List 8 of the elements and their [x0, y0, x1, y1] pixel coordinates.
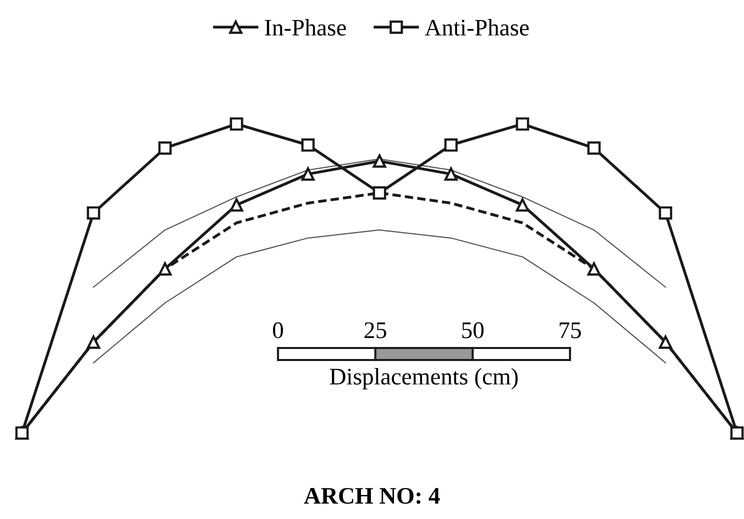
annotation: 75 — [560, 322, 581, 338]
annotation: 50 — [462, 322, 484, 338]
text: ARCH NO: 4 — [304, 488, 440, 504]
annotation: Displacements (cm) — [330, 368, 518, 390]
annotation: 0 — [272, 322, 284, 338]
legend-label: Anti-Phase — [424, 19, 529, 36]
annotation: 25 — [364, 322, 386, 338]
legend-label: In-Phase — [264, 19, 346, 36]
